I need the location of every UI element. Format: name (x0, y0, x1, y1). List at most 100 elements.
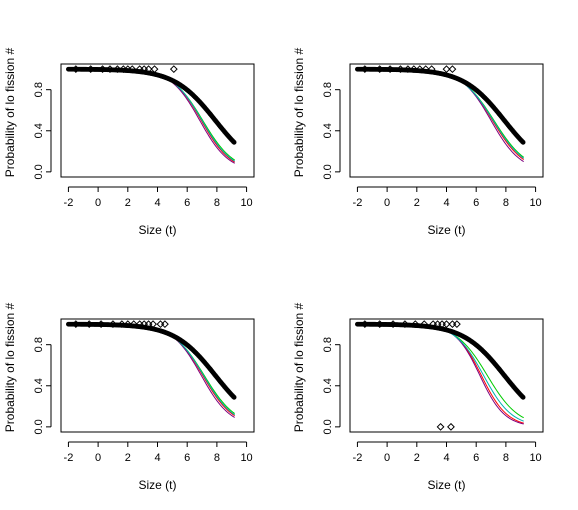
y-axis-label: Probability of lo fission # (3, 302, 17, 432)
x-tick-label: 4 (154, 197, 160, 209)
panel-top-right: -2 0 2 4 6 8 10 Size (t) 0.0 0.4 0.8 Probability of… (292, 47, 544, 237)
fitted-curve (66, 321, 237, 400)
y-tick-label: 0.4 (33, 123, 45, 138)
y-tick-label: 0.0 (33, 164, 45, 179)
data-point (409, 65, 418, 74)
y-tick-label: 0.8 (322, 82, 334, 97)
data-point (71, 65, 80, 74)
x-tick-label: 2 (414, 197, 420, 209)
fitted-point (520, 394, 526, 400)
fitted-point (231, 139, 237, 145)
data-point (375, 65, 384, 74)
x-tick-label: -2 (64, 197, 74, 209)
x-tick-label: 0 (384, 452, 390, 464)
x-tick-label: -2 (353, 197, 363, 209)
x-tick-label: 10 (240, 197, 252, 209)
y-tick-label: 0.8 (33, 82, 45, 97)
data-point (411, 320, 420, 329)
y-tick-label: 0.0 (322, 164, 334, 179)
data-point (452, 320, 461, 329)
data-point (113, 65, 122, 74)
y-tick-label: 0.0 (33, 419, 45, 434)
plot-frame (60, 63, 255, 178)
x-tick-label: 4 (154, 452, 160, 464)
data-point (98, 65, 107, 74)
data-point (71, 320, 80, 329)
panel-bottom-right: -2 0 2 4 6 8 10 Size (t) 0.0 0.4 0.8 Probability of… (292, 302, 544, 492)
x-tick-label: 10 (529, 197, 541, 209)
data-point (448, 65, 457, 74)
data-point (85, 320, 94, 329)
x-tick-label: 8 (214, 452, 220, 464)
fitted-point (231, 394, 237, 400)
data-point (161, 320, 169, 329)
plot-frame (60, 318, 255, 433)
y-tick-label: 0.4 (322, 123, 334, 138)
x-tick-label: 4 (443, 452, 449, 464)
y-tick-label: 0.4 (322, 378, 334, 393)
data-point (401, 320, 409, 329)
plot-frame (349, 318, 544, 433)
data-point (128, 65, 137, 74)
y-axis-label: Probability of lo fission # (3, 47, 17, 177)
x-tick-label: 8 (503, 452, 509, 464)
data-point (149, 320, 157, 329)
fitted-curve (355, 321, 526, 400)
data-point (109, 320, 117, 329)
data-point (150, 65, 159, 74)
y-tick-label: 0.0 (322, 419, 334, 434)
x-tick-label: 10 (240, 452, 252, 464)
y-axis-label: Probability of lo fission # (292, 302, 306, 432)
data-point (386, 65, 394, 74)
data-point (86, 65, 95, 74)
data-point (389, 320, 397, 329)
x-tick-label: 6 (184, 197, 190, 209)
x-tick-label: -2 (64, 452, 74, 464)
x-axis-label: Size (t) (138, 478, 176, 492)
x-tick-label: -2 (353, 452, 363, 464)
y-tick-label: 0.4 (33, 378, 45, 393)
data-point (144, 65, 153, 74)
data-point (403, 65, 412, 74)
data-point (421, 65, 430, 74)
data-point (375, 320, 384, 329)
x-tick-label: 6 (473, 197, 479, 209)
data-point (156, 320, 165, 329)
data-point (106, 65, 114, 74)
panel-bottom-left: -2 0 2 4 6 8 10 Size (t) 0.0 0.4 0.8 Probability of… (3, 302, 255, 492)
x-tick-label: 10 (529, 452, 541, 464)
data-point (396, 65, 405, 74)
y-tick-label: 0.8 (322, 337, 334, 352)
data-point (436, 422, 445, 431)
model-curve (357, 323, 524, 422)
x-tick-label: 0 (384, 197, 390, 209)
data-point (360, 320, 369, 329)
x-tick-label: 0 (95, 197, 101, 209)
x-tick-label: 0 (95, 452, 101, 464)
data-point (427, 65, 436, 74)
x-axis-label: Size (t) (427, 478, 465, 492)
x-axis-label: Size (t) (427, 223, 465, 237)
x-tick-label: 2 (414, 452, 420, 464)
data-point (442, 320, 451, 329)
panel-top-left: -2 0 2 4 6 8 10 Size (t) 0.0 0.4 0.8 Probability of… (3, 47, 255, 237)
data-point (360, 65, 369, 74)
x-axis-label: Size (t) (138, 223, 176, 237)
x-tick-label: 8 (503, 197, 509, 209)
data-point (442, 65, 451, 74)
data-point (415, 65, 424, 74)
data-point (447, 422, 455, 431)
data-point (97, 320, 105, 329)
data-point (169, 65, 178, 74)
x-tick-label: 2 (125, 452, 131, 464)
data-point (117, 320, 126, 329)
data-point (123, 320, 132, 329)
fitted-point (520, 139, 526, 145)
y-tick-label: 0.8 (33, 337, 45, 352)
x-tick-label: 6 (473, 452, 479, 464)
data-point (420, 320, 429, 329)
plot-frame (349, 63, 544, 178)
x-tick-label: 4 (443, 197, 449, 209)
data-point (129, 320, 138, 329)
